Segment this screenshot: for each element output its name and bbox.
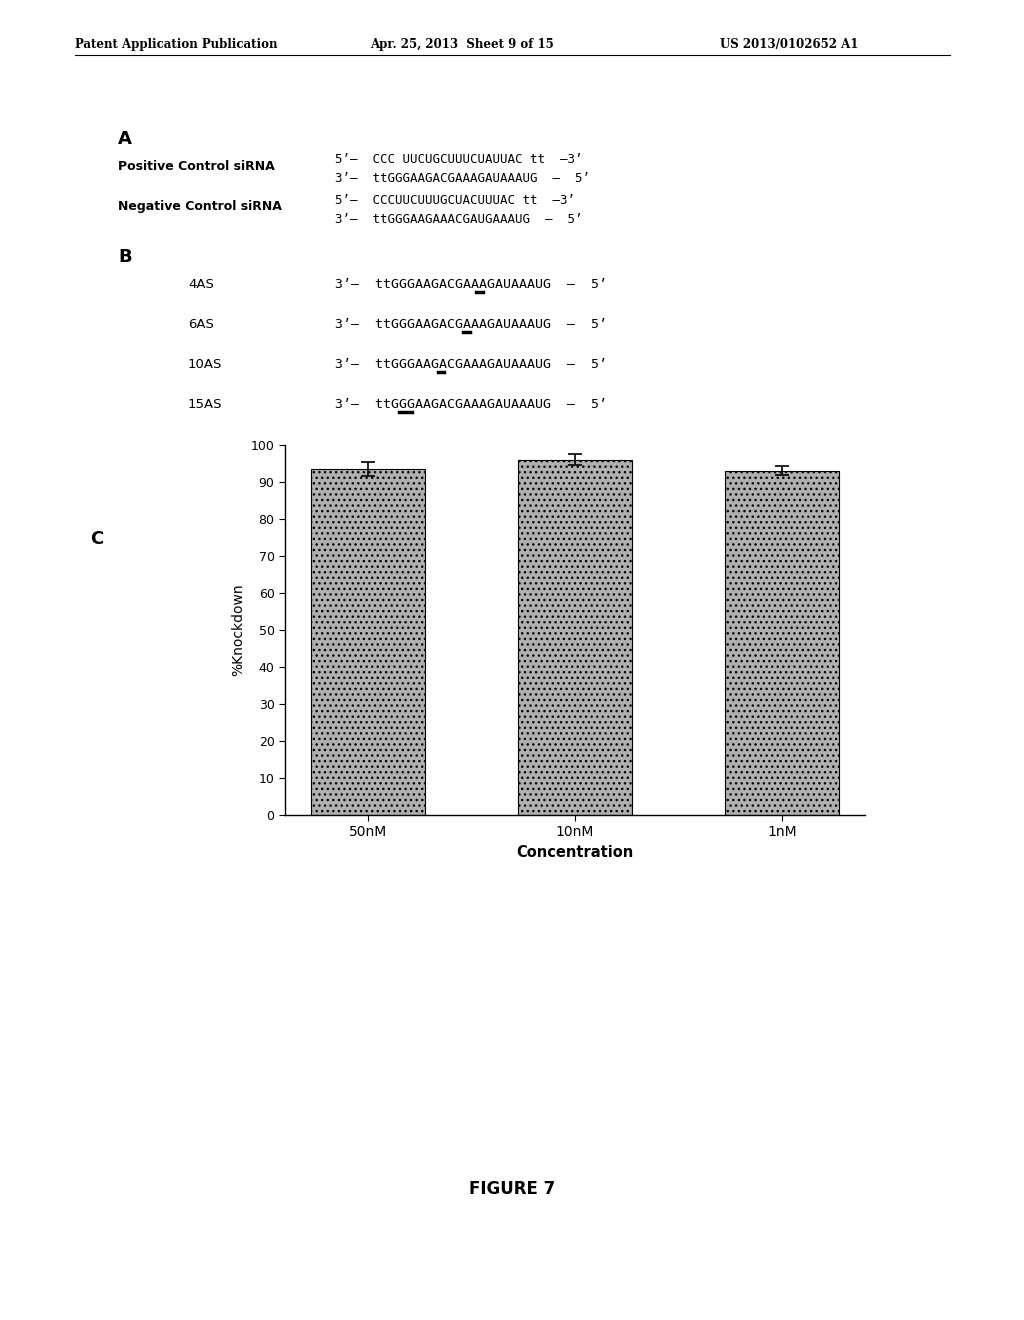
Text: 3’–  ttGGGAAGACGAAAGAUAAAUG  –  5’: 3’– ttGGGAAGACGAAAGAUAAAUG – 5’ (335, 318, 607, 331)
Text: 3’–  ttGGGAAGACGAAAGAUAAAUG  –  5’: 3’– ttGGGAAGACGAAAGAUAAAUG – 5’ (335, 279, 607, 290)
Bar (311, 469, 425, 814)
Y-axis label: %Knockdown: %Knockdown (231, 583, 245, 676)
Text: FIGURE 7: FIGURE 7 (469, 1180, 555, 1199)
Text: 6AS: 6AS (188, 318, 214, 331)
Bar (518, 459, 632, 814)
Text: Negative Control siRNA: Negative Control siRNA (118, 201, 282, 213)
Bar (725, 471, 839, 814)
Text: 15AS: 15AS (188, 399, 222, 411)
Text: 5’–  CCC UUCUGCUUUCUAUUAC tt  –3’: 5’– CCC UUCUGCUUUCUAUUAC tt –3’ (335, 153, 583, 166)
Text: 5’–  CCCUUCUUUGCUACUUUAC tt  –3’: 5’– CCCUUCUUUGCUACUUUAC tt –3’ (335, 194, 575, 207)
Text: A: A (118, 129, 132, 148)
Text: 3’–  ttGGGAAGACGAAAGAUAAAUG  –  5’: 3’– ttGGGAAGACGAAAGAUAAAUG – 5’ (335, 399, 607, 411)
Text: US 2013/0102652 A1: US 2013/0102652 A1 (720, 38, 858, 51)
Text: B: B (118, 248, 132, 267)
Text: Patent Application Publication: Patent Application Publication (75, 38, 278, 51)
Text: 10AS: 10AS (188, 358, 222, 371)
Text: Positive Control siRNA: Positive Control siRNA (118, 160, 274, 173)
Text: 3’–  ttGGGAAGACGAAAGAUAAAUG  –  5’: 3’– ttGGGAAGACGAAAGAUAAAUG – 5’ (335, 172, 590, 185)
Text: 3’–  ttGGGAAGAAACGAUGAAAUG  –  5’: 3’– ttGGGAAGAAACGAUGAAAUG – 5’ (335, 213, 583, 226)
Text: 3’–  ttGGGAAGACGAAAGAUAAAUG  –  5’: 3’– ttGGGAAGACGAAAGAUAAAUG – 5’ (335, 358, 607, 371)
X-axis label: Concentration: Concentration (516, 845, 634, 859)
Text: Apr. 25, 2013  Sheet 9 of 15: Apr. 25, 2013 Sheet 9 of 15 (370, 38, 554, 51)
Text: 4AS: 4AS (188, 279, 214, 290)
Text: C: C (90, 531, 103, 548)
